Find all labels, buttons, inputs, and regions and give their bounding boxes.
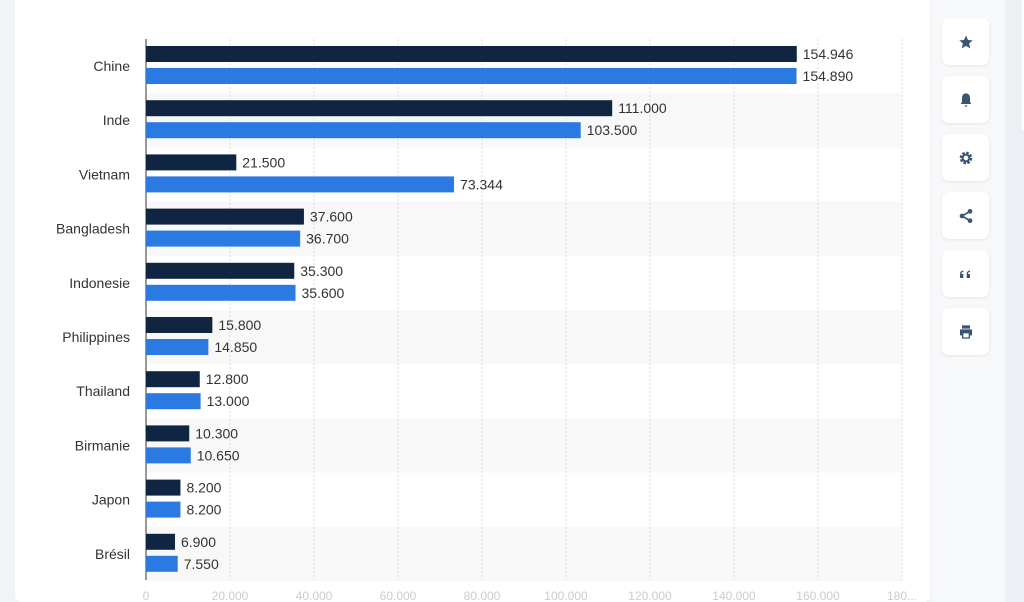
category-label: Indonesie xyxy=(69,275,130,291)
x-tick-label: 140.000 xyxy=(712,589,756,602)
bell-icon xyxy=(960,92,971,107)
bar-series-1 xyxy=(146,100,613,117)
bar-series-1 xyxy=(146,317,213,333)
row-band xyxy=(146,310,902,365)
bar-series-2 xyxy=(146,555,178,572)
quote-icon xyxy=(959,270,970,278)
category-label: Inde xyxy=(103,112,130,128)
data-label: 14.850 xyxy=(214,339,257,355)
category-label: Philippines xyxy=(62,329,130,345)
category-label: Japon xyxy=(92,492,130,508)
data-label: 7.550 xyxy=(184,556,219,572)
data-label: 73.344 xyxy=(460,176,503,192)
data-label: 154.890 xyxy=(803,68,854,84)
data-label: 6.900 xyxy=(181,534,216,550)
category-label: Chine xyxy=(93,58,130,74)
data-label: 15.800 xyxy=(218,317,261,333)
row-band xyxy=(146,418,902,473)
x-tick-label: 100.000 xyxy=(544,589,588,602)
x-tick-label: 160.000 xyxy=(796,589,840,602)
bar-series-1 xyxy=(146,154,237,171)
print-icon xyxy=(959,324,972,339)
data-label: 154.946 xyxy=(803,46,854,62)
x-tick-label: 80.000 xyxy=(464,589,501,602)
bar-series-1 xyxy=(146,479,181,496)
bar-series-1 xyxy=(146,425,190,442)
category-label: Vietnam xyxy=(79,166,130,182)
bar-series-2 xyxy=(146,176,455,193)
data-label: 21.500 xyxy=(242,154,285,170)
edge xyxy=(1022,0,1024,130)
category-label: Bangladesh xyxy=(56,221,130,237)
share-icon xyxy=(959,208,972,223)
bar-series-1 xyxy=(146,371,200,388)
data-label: 37.600 xyxy=(310,209,353,225)
bar-series-2 xyxy=(146,68,797,84)
bar-series-2 xyxy=(146,447,191,464)
data-label: 13.000 xyxy=(207,393,250,409)
category-label: Brésil xyxy=(95,546,130,562)
scroll-area xyxy=(1006,0,1024,602)
x-tick-label: 20.000 xyxy=(212,589,249,602)
data-label: 35.300 xyxy=(300,263,343,279)
data-label: 111.000 xyxy=(618,100,667,116)
bar-series-2 xyxy=(146,339,209,355)
x-tick-label: 60.000 xyxy=(380,589,417,602)
row-band xyxy=(146,526,902,581)
data-label: 10.300 xyxy=(195,425,238,441)
bar-series-2 xyxy=(146,230,301,247)
data-label: 12.800 xyxy=(206,371,249,387)
data-label: 36.700 xyxy=(306,231,349,247)
data-label: 8.200 xyxy=(186,502,221,518)
data-label: 8.200 xyxy=(186,480,221,496)
bar-series-1 xyxy=(146,46,797,62)
bar-series-1 xyxy=(146,262,295,279)
bar-series-2 xyxy=(146,501,181,518)
category-label: Birmanie xyxy=(75,437,130,453)
data-label: 35.600 xyxy=(302,285,345,301)
bar-series-1 xyxy=(146,208,304,225)
bar-chart: 0 20.000 40.000 60.000 80.000 100.000 120.000 1… xyxy=(56,39,917,602)
settings-button[interactable] xyxy=(942,134,989,181)
x-tick-label: 120.000 xyxy=(628,589,672,602)
data-label: 10.650 xyxy=(197,447,240,463)
data-label: 103.500 xyxy=(587,122,638,138)
x-tick-label: 0 xyxy=(143,589,150,602)
bar-series-2 xyxy=(146,122,581,139)
gear-icon xyxy=(959,151,972,164)
x-tick-label: 180... xyxy=(887,589,917,602)
x-tick-label: 40.000 xyxy=(296,589,333,602)
print-button[interactable] xyxy=(942,308,989,355)
star-icon xyxy=(958,34,973,48)
notification-button[interactable] xyxy=(942,76,989,123)
bar-series-2 xyxy=(146,393,201,410)
category-label: Thailand xyxy=(76,383,130,399)
cite-button[interactable] xyxy=(942,250,989,297)
bar-series-1 xyxy=(146,533,175,550)
share-button[interactable] xyxy=(942,192,989,239)
favorite-button[interactable] xyxy=(942,18,989,65)
bar-series-2 xyxy=(146,284,296,301)
